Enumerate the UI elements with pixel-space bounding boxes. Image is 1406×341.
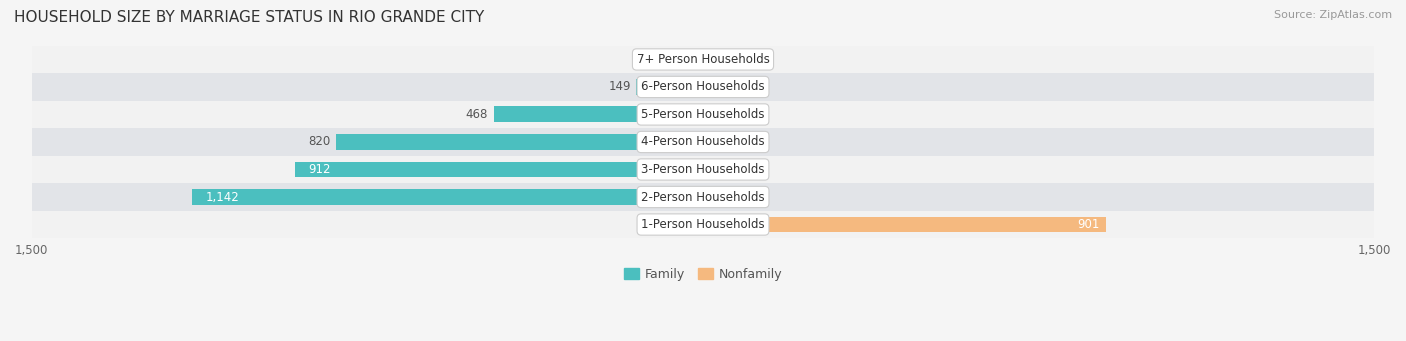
- Bar: [32, 101, 1374, 128]
- Text: 912: 912: [308, 163, 330, 176]
- Text: 5-Person Households: 5-Person Households: [641, 108, 765, 121]
- Legend: Family, Nonfamily: Family, Nonfamily: [619, 263, 787, 286]
- Bar: [637, 79, 703, 95]
- Bar: [703, 217, 1107, 233]
- Bar: [494, 106, 703, 122]
- Text: 3-Person Households: 3-Person Households: [641, 163, 765, 176]
- Text: 468: 468: [465, 108, 488, 121]
- Bar: [32, 183, 1374, 211]
- Text: 1-Person Households: 1-Person Households: [641, 218, 765, 231]
- Bar: [32, 128, 1374, 156]
- Bar: [32, 46, 1374, 73]
- Text: 7+ Person Households: 7+ Person Households: [637, 53, 769, 66]
- Bar: [191, 189, 703, 205]
- Text: 1,142: 1,142: [205, 191, 239, 204]
- Text: 62: 62: [655, 53, 669, 66]
- Text: 149: 149: [609, 80, 631, 93]
- Text: 820: 820: [308, 135, 330, 148]
- Bar: [32, 211, 1374, 238]
- Bar: [336, 134, 703, 150]
- Bar: [703, 189, 710, 205]
- Text: 2-Person Households: 2-Person Households: [641, 191, 765, 204]
- Bar: [32, 156, 1374, 183]
- Text: 4-Person Households: 4-Person Households: [641, 135, 765, 148]
- Bar: [675, 51, 703, 68]
- Text: HOUSEHOLD SIZE BY MARRIAGE STATUS IN RIO GRANDE CITY: HOUSEHOLD SIZE BY MARRIAGE STATUS IN RIO…: [14, 10, 484, 25]
- Bar: [32, 73, 1374, 101]
- Text: Source: ZipAtlas.com: Source: ZipAtlas.com: [1274, 10, 1392, 20]
- Text: 901: 901: [1077, 218, 1099, 231]
- Text: 6-Person Households: 6-Person Households: [641, 80, 765, 93]
- Text: 17: 17: [716, 191, 731, 204]
- Bar: [295, 162, 703, 177]
